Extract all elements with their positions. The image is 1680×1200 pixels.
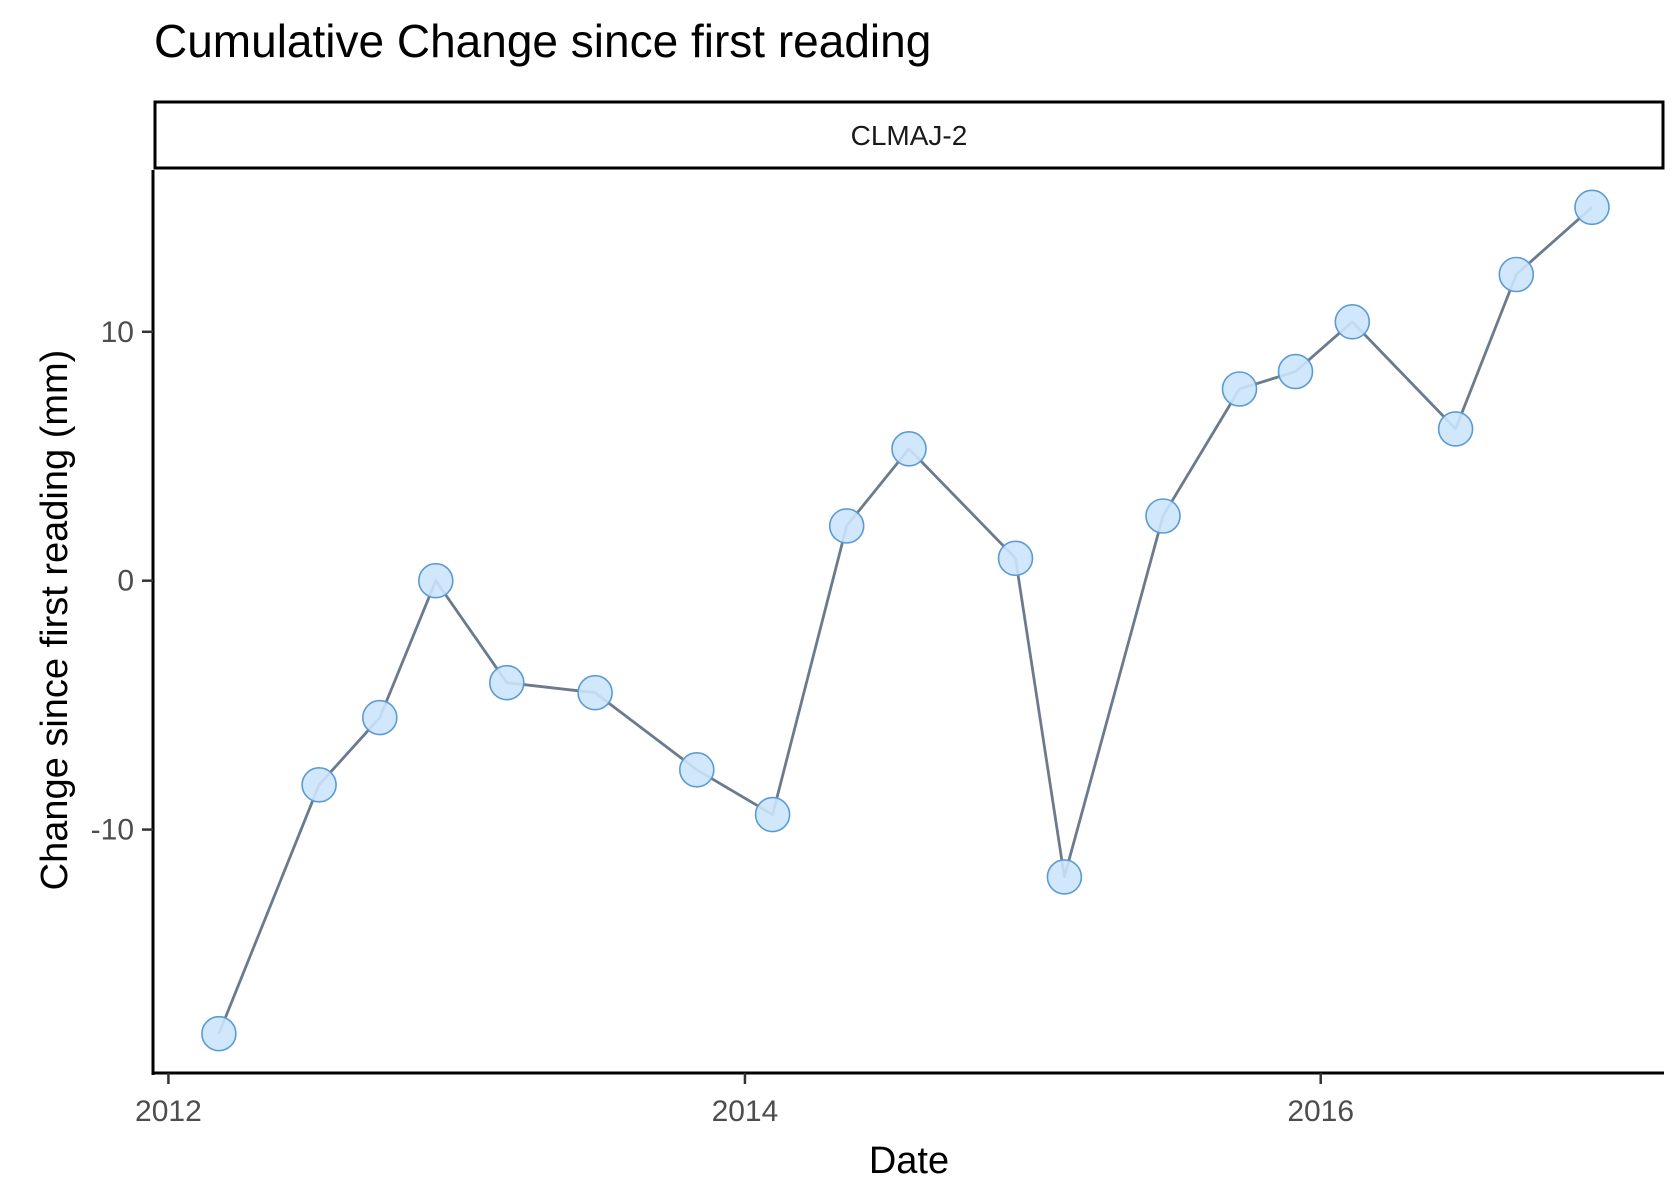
facet-strip-box [153, 100, 1665, 170]
data-point [417, 562, 454, 599]
data-point [1437, 411, 1474, 447]
y-axis-title: Change since first reading (mm) [34, 350, 76, 891]
y-ticks: -10 0 10 [91, 316, 153, 847]
data-point [997, 540, 1034, 577]
data-point [1334, 303, 1371, 340]
data-point [891, 430, 927, 467]
data-point [201, 1015, 237, 1052]
data-point [754, 796, 791, 833]
data-point [301, 766, 337, 803]
data-point [361, 699, 398, 736]
series-line [217, 206, 1593, 1035]
x-ticks: 2012 2014 2016 [135, 1073, 1354, 1128]
x-tick-label: 2016 [1287, 1095, 1354, 1128]
facet-strip-label: CLMAJ-2 [851, 120, 968, 151]
data-points [201, 189, 1610, 1052]
data-point [1046, 859, 1083, 895]
x-tick-label: 2014 [712, 1095, 779, 1128]
data-point [1145, 498, 1181, 534]
data-point [577, 674, 613, 711]
y-tick-label: 0 [117, 565, 134, 598]
data-point [678, 751, 715, 788]
y-tick-label: -10 [91, 814, 134, 847]
x-tick-label: 2012 [135, 1095, 202, 1128]
x-axis-title: Date [869, 1140, 949, 1182]
data-point [1574, 189, 1610, 226]
data-point [1221, 371, 1258, 407]
data-point [1277, 353, 1314, 390]
data-point [488, 664, 525, 701]
facet-strip: CLMAJ-2 [153, 100, 1665, 170]
chart-title: Cumulative Change since first reading [154, 15, 932, 67]
data-point [828, 508, 865, 544]
y-tick-label: 10 [101, 316, 134, 349]
data-point [1498, 256, 1535, 293]
